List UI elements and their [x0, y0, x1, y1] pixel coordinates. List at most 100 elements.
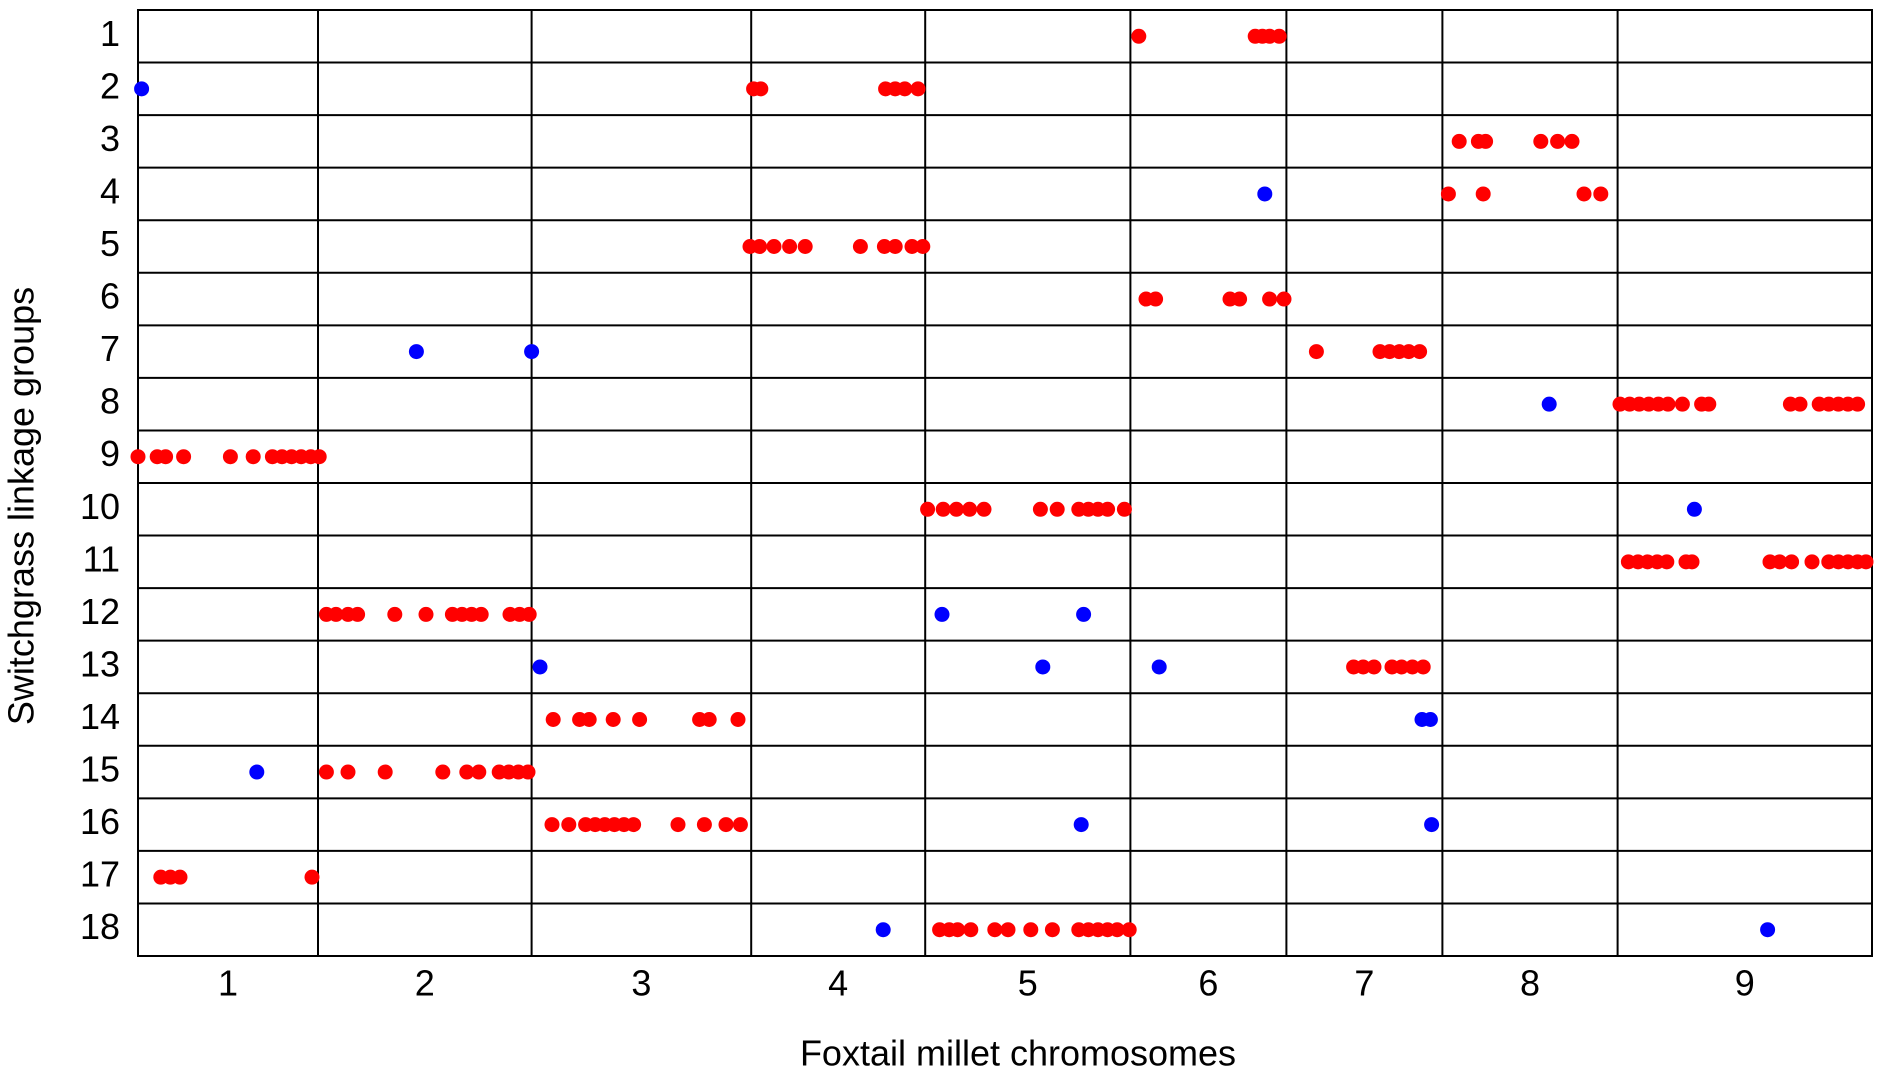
- y-tick-label: 14: [80, 696, 120, 737]
- y-tick-label: 16: [80, 801, 120, 842]
- marker-dot: [1355, 659, 1371, 675]
- marker-dot: [328, 606, 344, 622]
- marker-dot: [1686, 501, 1702, 517]
- marker-dot: [875, 922, 891, 938]
- marker-dot: [1412, 344, 1428, 360]
- marker-dot: [1109, 922, 1125, 938]
- marker-dot: [1451, 133, 1467, 149]
- marker-dot: [1044, 922, 1060, 938]
- y-tick-label: 3: [100, 118, 120, 159]
- marker-dot: [561, 817, 577, 833]
- marker-dot: [897, 81, 913, 97]
- marker-dot: [1035, 659, 1051, 675]
- marker-dot: [1073, 817, 1089, 833]
- x-tick-label: 2: [415, 963, 435, 1004]
- marker-dot: [1257, 186, 1273, 202]
- marker-dot: [408, 344, 424, 360]
- marker-dot: [1422, 712, 1438, 727]
- y-tick-label: 8: [100, 381, 120, 422]
- y-tick-label: 12: [80, 591, 120, 632]
- marker-dot: [976, 501, 992, 517]
- marker-dot: [1366, 659, 1382, 675]
- marker-dot: [1533, 133, 1549, 149]
- marker-dot: [1148, 291, 1164, 307]
- marker-dot: [459, 764, 475, 780]
- marker-dot: [1076, 606, 1092, 622]
- marker-dot: [1276, 291, 1292, 307]
- marker-dot: [963, 922, 979, 938]
- marker-dot: [1576, 186, 1592, 202]
- marker-dot: [176, 449, 192, 465]
- marker-dot: [910, 81, 926, 97]
- marker-dot: [605, 712, 621, 727]
- marker-dot: [311, 449, 327, 465]
- marker-dot: [1804, 554, 1820, 570]
- marker-dot: [1308, 344, 1324, 360]
- x-tick-label: 8: [1520, 963, 1540, 1004]
- y-tick-label: 11: [83, 538, 120, 579]
- y-axis-label: Switchgrass linkage groups: [1, 287, 42, 725]
- marker-dot: [920, 501, 936, 517]
- marker-dot: [377, 764, 393, 780]
- marker-dot: [1701, 396, 1717, 412]
- marker-dot: [915, 239, 931, 254]
- marker-dot: [1593, 186, 1609, 202]
- marker-dot: [521, 606, 537, 622]
- marker-dot: [752, 239, 768, 254]
- marker-dot: [471, 764, 487, 780]
- marker-dot: [732, 817, 748, 833]
- marker-dot: [1784, 554, 1800, 570]
- marker-dot: [753, 81, 769, 97]
- x-tick-label: 5: [1018, 963, 1038, 1004]
- marker-dot: [935, 501, 951, 517]
- marker-dot: [350, 606, 366, 622]
- marker-dot: [797, 239, 813, 254]
- marker-dot: [718, 817, 734, 833]
- marker-dot: [473, 606, 489, 622]
- y-tick-label: 18: [80, 906, 120, 947]
- y-tick-label: 15: [80, 749, 120, 790]
- x-tick-label: 1: [218, 963, 238, 1004]
- y-tick-label: 10: [80, 486, 120, 527]
- marker-dot: [1232, 291, 1248, 307]
- y-tick-label: 7: [100, 328, 120, 369]
- marker-dot: [1100, 501, 1116, 517]
- marker-dot: [632, 712, 648, 727]
- marker-dot: [245, 449, 261, 465]
- marker-dot: [904, 239, 920, 254]
- marker-dot: [532, 659, 548, 675]
- marker-dot: [626, 817, 642, 833]
- marker-dot: [1262, 291, 1278, 307]
- x-tick-label: 4: [828, 963, 848, 1004]
- marker-dot: [249, 764, 265, 780]
- marker-dot: [1049, 501, 1065, 517]
- marker-dot: [1858, 554, 1874, 570]
- marker-dot: [1271, 28, 1287, 44]
- marker-dot: [696, 817, 712, 833]
- marker-dot: [1116, 501, 1132, 517]
- marker-dot: [1541, 396, 1557, 412]
- marker-dot: [340, 764, 356, 780]
- marker-dot: [1772, 554, 1788, 570]
- y-tick-label: 1: [100, 13, 120, 54]
- marker-dot: [1394, 659, 1410, 675]
- marker-dot: [887, 239, 903, 254]
- marker-dot: [1478, 133, 1494, 149]
- marker-dot: [1000, 922, 1016, 938]
- marker-dot: [545, 712, 561, 727]
- marker-dot: [1032, 501, 1048, 517]
- marker-dot: [1475, 186, 1491, 202]
- marker-dot: [387, 606, 403, 622]
- marker-dot: [524, 344, 540, 360]
- marker-dot: [544, 817, 560, 833]
- y-tick-label: 17: [80, 854, 120, 895]
- marker-dot: [435, 764, 451, 780]
- marker-dot: [134, 81, 150, 97]
- marker-dot: [1023, 922, 1039, 938]
- marker-dot: [1404, 659, 1420, 675]
- marker-dot: [782, 239, 798, 254]
- marker-dot: [950, 922, 966, 938]
- marker-dot: [418, 606, 434, 622]
- marker-dot: [520, 764, 536, 780]
- marker-dot: [1401, 344, 1417, 360]
